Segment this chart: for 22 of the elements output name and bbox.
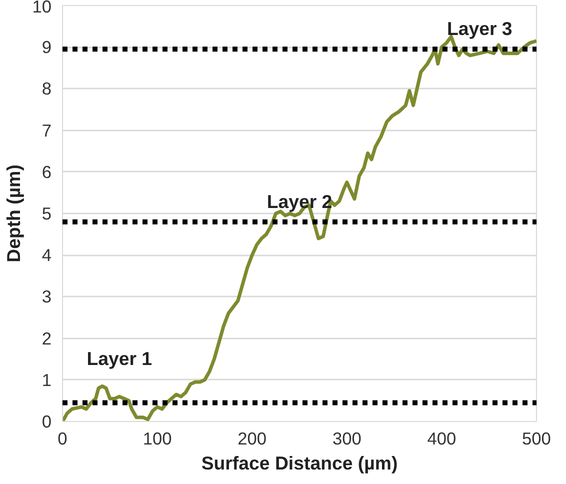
x-tick-label: 400 bbox=[427, 428, 456, 448]
y-axis-title: Depth (µm) bbox=[3, 164, 24, 262]
x-tick-label: 100 bbox=[142, 428, 172, 448]
x-tick-label: 300 bbox=[332, 428, 362, 448]
ref-line-label: Layer 1 bbox=[86, 348, 152, 369]
y-tick-label: 4 bbox=[42, 245, 52, 266]
x-tick-label: 0 bbox=[58, 428, 68, 448]
y-tick-label: 8 bbox=[42, 78, 52, 99]
y-tick-label: 7 bbox=[42, 120, 52, 140]
x-axis-title: Surface Distance (µm) bbox=[201, 452, 398, 474]
y-tick-label: 2 bbox=[42, 328, 52, 348]
y-tick-label: 3 bbox=[42, 286, 52, 307]
x-tick-label: 500 bbox=[522, 428, 551, 448]
ref-line-label: Layer 3 bbox=[446, 18, 512, 40]
y-tick-label: 6 bbox=[42, 162, 52, 182]
y-tick-label: 1 bbox=[42, 370, 52, 390]
y-tick-label: 0 bbox=[42, 412, 52, 432]
x-tick-label: 200 bbox=[238, 428, 267, 448]
ref-line-label: Layer 2 bbox=[266, 190, 332, 212]
y-tick-label: 5 bbox=[42, 204, 52, 224]
y-tick-label: 9 bbox=[42, 37, 52, 58]
y-tick-label: 10 bbox=[32, 0, 52, 16]
